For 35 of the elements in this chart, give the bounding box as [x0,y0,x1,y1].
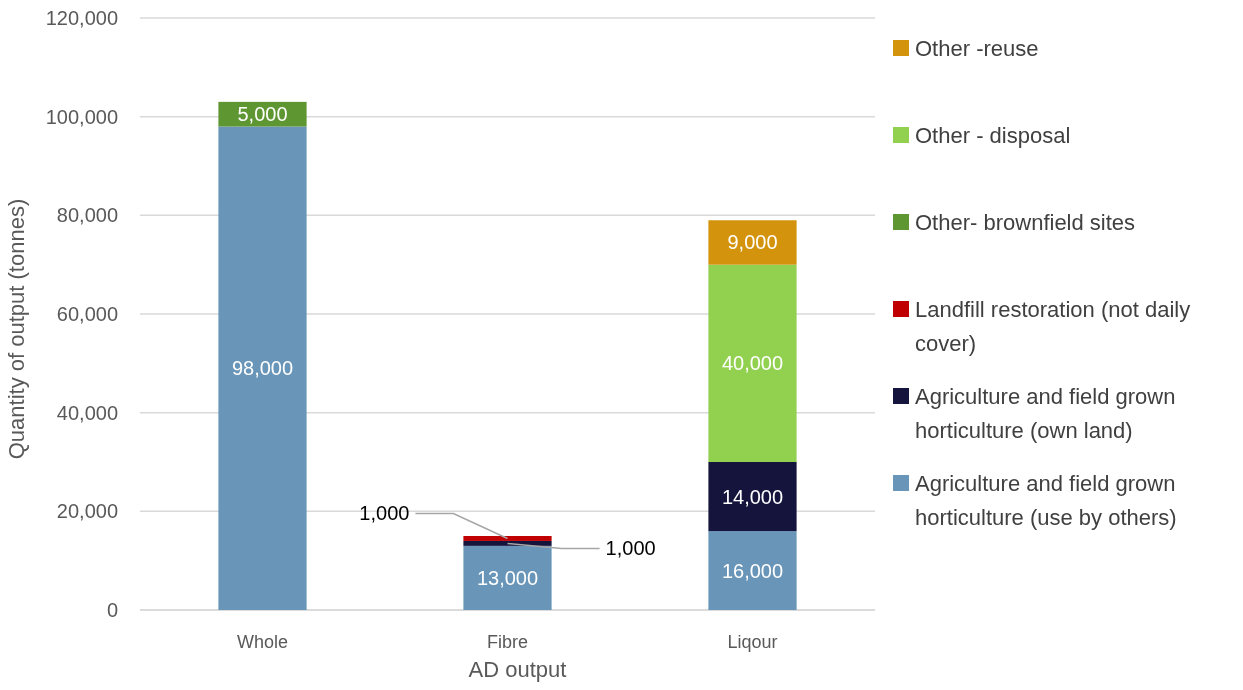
bar [708,462,797,532]
legend-label: Agriculture and field grown horticulture (use by others) [915,470,1177,530]
x-axis-title: AD output [468,657,567,682]
bar [463,540,552,546]
data-label: 9,000 [727,231,778,254]
y-tick-label: 20,000 [56,500,118,523]
data-label: 13,000 [476,566,539,589]
y-tick-label: 100,000 [45,105,118,128]
y-tick-label: 0 [106,599,118,621]
data-label: 98,000 [231,357,294,380]
y-tick-label: 120,000 [45,7,118,29]
legend-label: Other -reuse [915,35,1039,61]
x-tick-label: Liqour [727,632,778,653]
bar [708,220,797,265]
data-label: 1,000 [359,502,410,525]
legend-label: Other- brownfield sites [915,209,1136,235]
y-tick-label: 60,000 [56,303,118,325]
bar [708,531,797,610]
y-tick-label: 40,000 [56,401,118,424]
legend-label: Other - disposal [915,122,1071,148]
bar [463,545,552,610]
bar [218,126,307,610]
y-axis-title: Quantity of output (tonnes) [4,198,29,460]
x-tick-label: Fibre [486,632,529,653]
data-label: 16,000 [721,559,784,582]
data-label: 1,000 [605,537,656,560]
bar [708,264,797,462]
data-label: 14,000 [721,485,784,508]
legend-label: Agriculture and field grown horticulture (own land) [915,383,1176,443]
legend-label: Landfill restoration (not daily cover) [915,296,1191,356]
x-tick-label: Whole [236,632,289,653]
y-tick-label: 80,000 [56,204,118,227]
data-label: 40,000 [721,352,784,375]
data-label: 5,000 [237,103,288,126]
bar [463,536,552,541]
